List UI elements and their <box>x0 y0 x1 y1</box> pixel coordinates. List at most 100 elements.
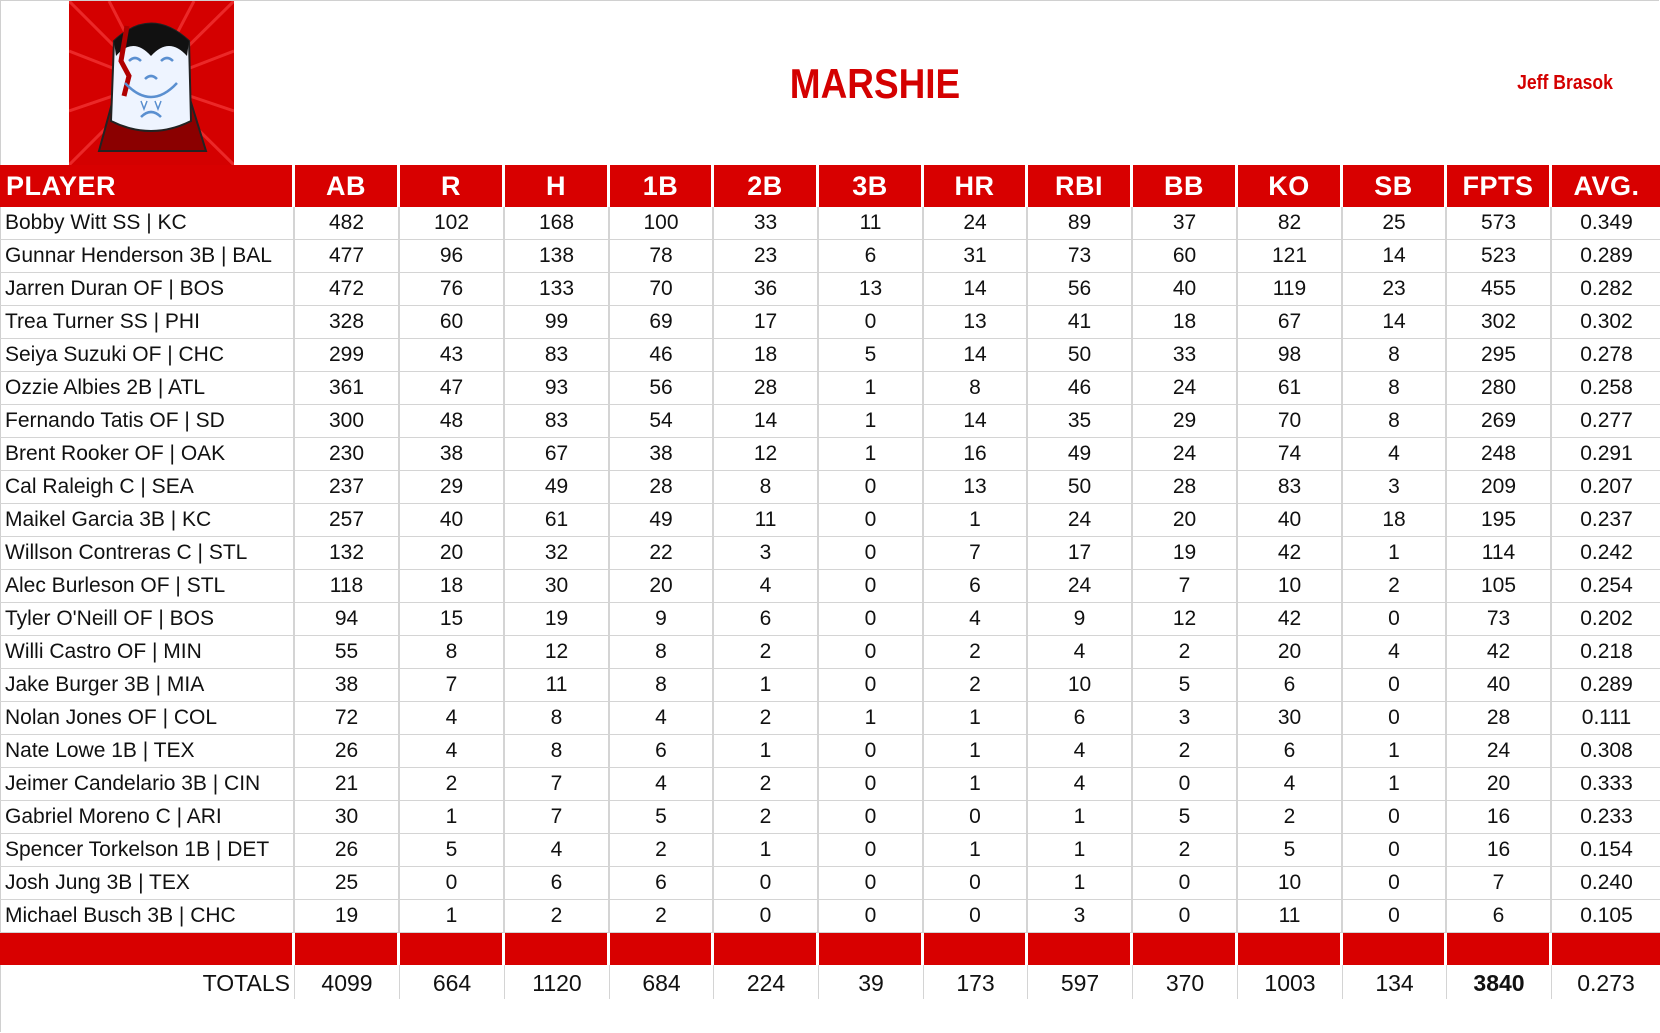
stat-cell-rbi[interactable]: 17 <box>1028 537 1133 570</box>
stat-cell-2b[interactable]: 18 <box>714 339 819 372</box>
player-name-cell[interactable]: Jake Burger 3B | MIA <box>0 669 295 702</box>
stat-cell-ko[interactable]: 40 <box>1238 504 1343 537</box>
column-header-hr[interactable]: HR <box>924 165 1028 207</box>
stat-cell-2b[interactable]: 6 <box>714 603 819 636</box>
stat-cell-sb[interactable]: 0 <box>1343 834 1447 867</box>
stat-cell-ab[interactable]: 26 <box>295 735 400 768</box>
stat-cell-1b[interactable]: 70 <box>610 273 714 306</box>
stat-cell-avg[interactable]: 0.282 <box>1552 273 1660 306</box>
stat-cell-bb[interactable]: 3 <box>1133 702 1238 735</box>
stat-cell-fpts[interactable]: 42 <box>1447 636 1552 669</box>
player-name-cell[interactable]: Nolan Jones OF | COL <box>0 702 295 735</box>
stat-cell-1b[interactable]: 6 <box>610 735 714 768</box>
stat-cell-ko[interactable]: 98 <box>1238 339 1343 372</box>
stat-cell-h[interactable]: 99 <box>505 306 610 339</box>
stat-cell-avg[interactable]: 0.202 <box>1552 603 1660 636</box>
stat-cell-rbi[interactable]: 4 <box>1028 636 1133 669</box>
stat-cell-rbi[interactable]: 56 <box>1028 273 1133 306</box>
stat-cell-sb[interactable]: 23 <box>1343 273 1447 306</box>
stat-cell-sb[interactable]: 0 <box>1343 801 1447 834</box>
stat-cell-ko[interactable]: 6 <box>1238 735 1343 768</box>
stat-cell-fpts[interactable]: 28 <box>1447 702 1552 735</box>
stat-cell-rbi[interactable]: 35 <box>1028 405 1133 438</box>
total-cell-hr[interactable]: 173 <box>924 965 1028 999</box>
stat-cell-hr[interactable]: 6 <box>924 570 1028 603</box>
stat-cell-2b[interactable]: 8 <box>714 471 819 504</box>
stat-cell-h[interactable]: 4 <box>505 834 610 867</box>
stat-cell-hr[interactable]: 14 <box>924 405 1028 438</box>
stat-cell-1b[interactable]: 69 <box>610 306 714 339</box>
stat-cell-ko[interactable]: 20 <box>1238 636 1343 669</box>
stat-cell-rbi[interactable]: 73 <box>1028 240 1133 273</box>
stat-cell-r[interactable]: 15 <box>400 603 505 636</box>
stat-cell-hr[interactable]: 14 <box>924 339 1028 372</box>
stat-cell-2b[interactable]: 2 <box>714 768 819 801</box>
stat-cell-hr[interactable]: 13 <box>924 471 1028 504</box>
stat-cell-hr[interactable]: 2 <box>924 669 1028 702</box>
stat-cell-ko[interactable]: 2 <box>1238 801 1343 834</box>
stat-cell-ab[interactable]: 472 <box>295 273 400 306</box>
stat-cell-r[interactable]: 1 <box>400 900 505 933</box>
stat-cell-3b[interactable]: 0 <box>819 504 924 537</box>
stat-cell-3b[interactable]: 0 <box>819 768 924 801</box>
column-header-rbi[interactable]: RBI <box>1028 165 1133 207</box>
stat-cell-2b[interactable]: 3 <box>714 537 819 570</box>
stat-cell-3b[interactable]: 0 <box>819 306 924 339</box>
player-name-cell[interactable]: Alec Burleson OF | STL <box>0 570 295 603</box>
total-cell-rbi[interactable]: 597 <box>1028 965 1133 999</box>
stat-cell-ab[interactable]: 55 <box>295 636 400 669</box>
stat-cell-r[interactable]: 48 <box>400 405 505 438</box>
stat-cell-h[interactable]: 93 <box>505 372 610 405</box>
stat-cell-hr[interactable]: 14 <box>924 273 1028 306</box>
stat-cell-1b[interactable]: 2 <box>610 900 714 933</box>
stat-cell-ko[interactable]: 5 <box>1238 834 1343 867</box>
stat-cell-3b[interactable]: 0 <box>819 801 924 834</box>
stat-cell-ab[interactable]: 94 <box>295 603 400 636</box>
stat-cell-sb[interactable]: 1 <box>1343 735 1447 768</box>
stat-cell-h[interactable]: 67 <box>505 438 610 471</box>
stat-cell-2b[interactable]: 2 <box>714 702 819 735</box>
stat-cell-h[interactable]: 11 <box>505 669 610 702</box>
stat-cell-sb[interactable]: 0 <box>1343 900 1447 933</box>
total-cell-avg[interactable]: 0.273 <box>1552 965 1660 999</box>
stat-cell-bb[interactable]: 0 <box>1133 768 1238 801</box>
stat-cell-r[interactable]: 96 <box>400 240 505 273</box>
stat-cell-r[interactable]: 0 <box>400 867 505 900</box>
player-name-cell[interactable]: Nate Lowe 1B | TEX <box>0 735 295 768</box>
total-cell-3b[interactable]: 39 <box>819 965 924 999</box>
stat-cell-rbi[interactable]: 41 <box>1028 306 1133 339</box>
stat-cell-h[interactable]: 6 <box>505 867 610 900</box>
player-name-cell[interactable]: Fernando Tatis OF | SD <box>0 405 295 438</box>
stat-cell-rbi[interactable]: 1 <box>1028 867 1133 900</box>
stat-cell-r[interactable]: 60 <box>400 306 505 339</box>
stat-cell-avg[interactable]: 0.237 <box>1552 504 1660 537</box>
stat-cell-3b[interactable]: 1 <box>819 702 924 735</box>
stat-cell-r[interactable]: 18 <box>400 570 505 603</box>
stat-cell-rbi[interactable]: 1 <box>1028 834 1133 867</box>
stat-cell-ko[interactable]: 74 <box>1238 438 1343 471</box>
stat-cell-fpts[interactable]: 114 <box>1447 537 1552 570</box>
stat-cell-fpts[interactable]: 20 <box>1447 768 1552 801</box>
stat-cell-hr[interactable]: 1 <box>924 768 1028 801</box>
stat-cell-2b[interactable]: 28 <box>714 372 819 405</box>
stat-cell-sb[interactable]: 4 <box>1343 636 1447 669</box>
stat-cell-3b[interactable]: 0 <box>819 636 924 669</box>
stat-cell-avg[interactable]: 0.154 <box>1552 834 1660 867</box>
stat-cell-ko[interactable]: 83 <box>1238 471 1343 504</box>
stat-cell-r[interactable]: 5 <box>400 834 505 867</box>
column-header-1b[interactable]: 1B <box>610 165 714 207</box>
stat-cell-hr[interactable]: 2 <box>924 636 1028 669</box>
stat-cell-3b[interactable]: 0 <box>819 471 924 504</box>
player-name-cell[interactable]: Michael Busch 3B | CHC <box>0 900 295 933</box>
stat-cell-3b[interactable]: 11 <box>819 207 924 240</box>
stat-cell-fpts[interactable]: 195 <box>1447 504 1552 537</box>
stat-cell-ko[interactable]: 42 <box>1238 603 1343 636</box>
stat-cell-3b[interactable]: 5 <box>819 339 924 372</box>
stat-cell-bb[interactable]: 2 <box>1133 636 1238 669</box>
stat-cell-hr[interactable]: 0 <box>924 867 1028 900</box>
stat-cell-3b[interactable]: 0 <box>819 900 924 933</box>
stat-cell-hr[interactable]: 1 <box>924 834 1028 867</box>
stat-cell-hr[interactable]: 1 <box>924 735 1028 768</box>
stat-cell-1b[interactable]: 8 <box>610 636 714 669</box>
stat-cell-hr[interactable]: 0 <box>924 900 1028 933</box>
